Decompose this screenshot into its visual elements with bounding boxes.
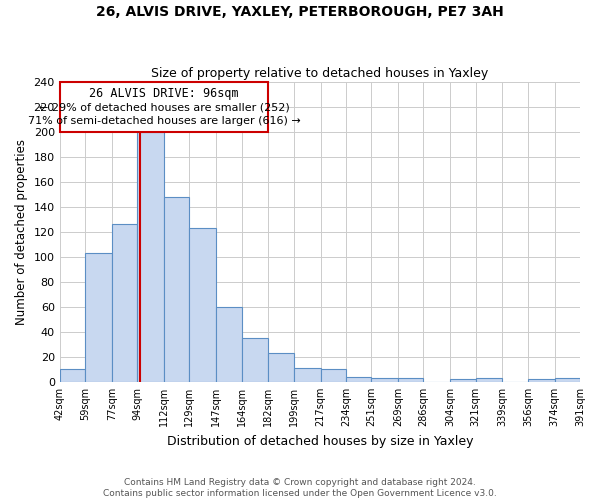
- Text: ← 29% of detached houses are smaller (252): ← 29% of detached houses are smaller (25…: [38, 102, 289, 112]
- Text: 26, ALVIS DRIVE, YAXLEY, PETERBOROUGH, PE7 3AH: 26, ALVIS DRIVE, YAXLEY, PETERBOROUGH, P…: [96, 5, 504, 19]
- Bar: [112, 224, 137, 382]
- Bar: [476, 378, 502, 382]
- Text: 26 ALVIS DRIVE: 96sqm: 26 ALVIS DRIVE: 96sqm: [89, 86, 239, 100]
- Y-axis label: Number of detached properties: Number of detached properties: [15, 139, 28, 325]
- Bar: [59, 370, 85, 382]
- Text: 71% of semi-detached houses are larger (616) →: 71% of semi-detached houses are larger (…: [28, 116, 301, 126]
- Title: Size of property relative to detached houses in Yaxley: Size of property relative to detached ho…: [151, 66, 488, 80]
- FancyBboxPatch shape: [59, 82, 268, 132]
- Bar: [164, 197, 190, 382]
- Bar: [242, 338, 268, 382]
- Bar: [216, 307, 242, 382]
- Text: Contains HM Land Registry data © Crown copyright and database right 2024.
Contai: Contains HM Land Registry data © Crown c…: [103, 478, 497, 498]
- Bar: [85, 253, 112, 382]
- Bar: [554, 378, 580, 382]
- Bar: [346, 377, 371, 382]
- Bar: [294, 368, 320, 382]
- Bar: [190, 228, 216, 382]
- Bar: [371, 378, 398, 382]
- Bar: [528, 380, 554, 382]
- Bar: [268, 353, 294, 382]
- Bar: [398, 378, 424, 382]
- Bar: [137, 132, 164, 382]
- Bar: [320, 370, 346, 382]
- Bar: [450, 380, 476, 382]
- X-axis label: Distribution of detached houses by size in Yaxley: Distribution of detached houses by size …: [167, 434, 473, 448]
